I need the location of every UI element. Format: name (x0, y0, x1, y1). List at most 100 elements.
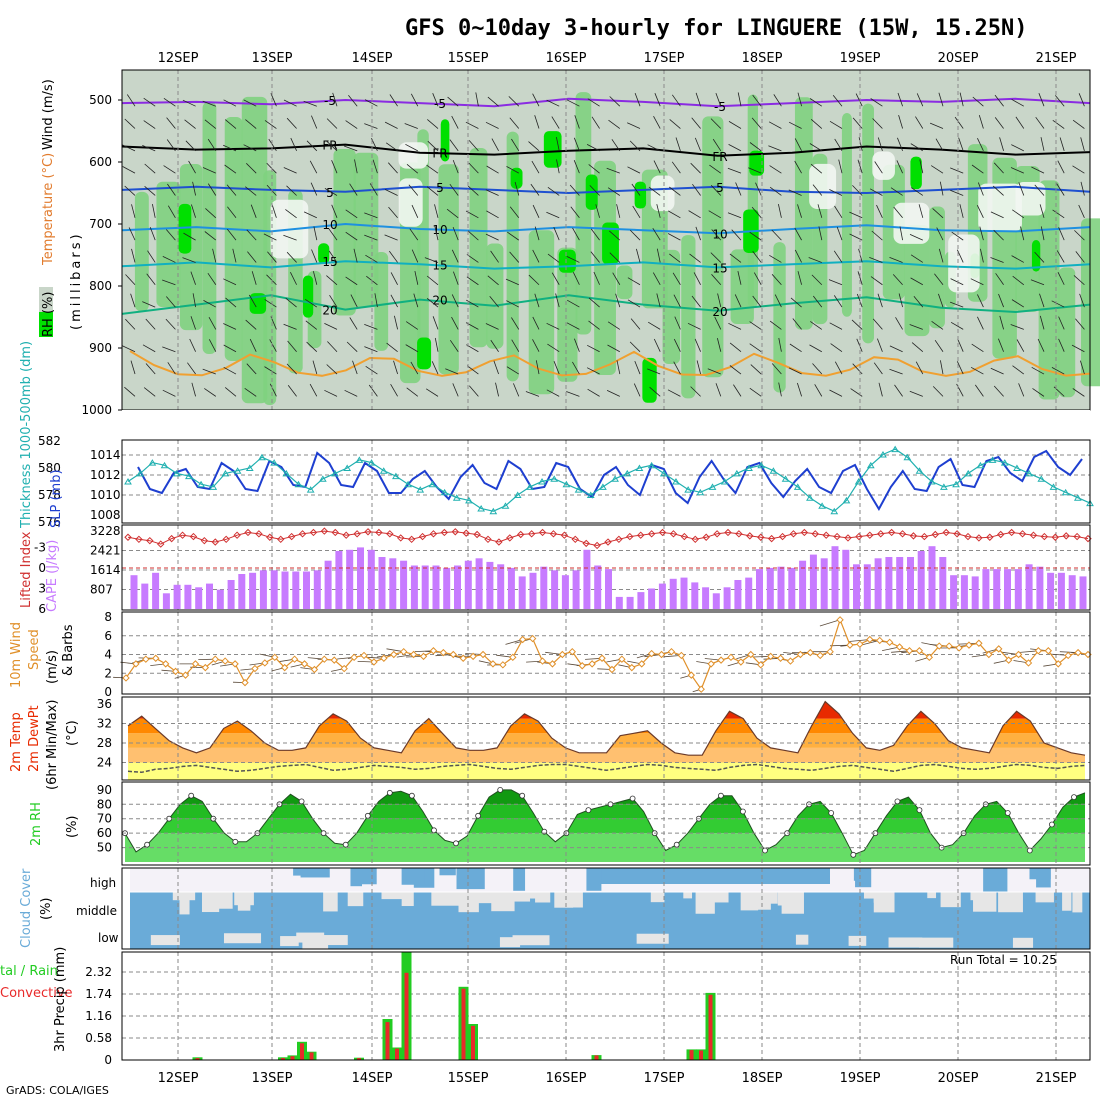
wind-barb (729, 365, 742, 375)
svg-text:2m DewPt: 2m DewPt (27, 705, 42, 772)
cloud-low-gap (636, 933, 669, 944)
precip-panel: 2.32 1.74 1.16 0.58 0 (85, 951, 1091, 1067)
wind-barb (432, 316, 439, 330)
cloud-gap (940, 892, 961, 908)
wind-barb (447, 96, 459, 107)
wind-barb (910, 277, 923, 286)
thickness-point (952, 480, 960, 488)
wind-barb (189, 338, 196, 352)
wind-barb (717, 338, 722, 352)
wind10-point (717, 656, 725, 664)
cloud-gap (431, 892, 459, 906)
wind-barb (243, 99, 257, 107)
wind-barb (934, 339, 944, 352)
wind-barb (910, 187, 924, 196)
cape-bar (939, 557, 947, 609)
wind-barb (874, 161, 883, 174)
li-point (484, 535, 492, 544)
wind-barb (572, 361, 580, 375)
bottom-date-label: 21SEP (1036, 1071, 1077, 1086)
wind-barb (207, 272, 217, 285)
li-point (517, 530, 525, 539)
cloud-low-gap (296, 932, 325, 943)
wind-barb (207, 138, 217, 152)
top-date-label: 17SEP (644, 51, 685, 66)
wind-barb (1040, 137, 1045, 151)
li-point (418, 532, 427, 541)
cape-bar (777, 566, 785, 609)
li-point (527, 530, 536, 538)
wind-barb (876, 204, 883, 218)
wind10-point (221, 657, 229, 665)
wind-barb (226, 184, 237, 196)
cloud-gap (683, 892, 693, 899)
rh-patch (374, 252, 389, 351)
thickness-point (489, 507, 498, 515)
slp-tick: 1014 (90, 448, 121, 462)
wind-barb (364, 99, 378, 107)
wind-barb (979, 226, 984, 241)
pressure-tick: 800 (89, 279, 112, 293)
slp-tick: 1008 (90, 508, 121, 522)
upper-air-panel: -5 -5 -5 FR FR FR 5 5 5 10 10 10 15 15 15 20 20 20 500 600… (81, 69, 1100, 440)
wind-barb (145, 318, 156, 330)
rh-moist-patch (417, 337, 432, 370)
wind-barb (324, 389, 338, 397)
wind-barb (1011, 299, 1025, 308)
wind-barb (729, 342, 742, 353)
svg-text:2m RH: 2m RH (29, 802, 44, 846)
wind-barb (530, 183, 540, 196)
wind-barb (350, 294, 358, 308)
wind-barb (977, 182, 984, 196)
wind10-point (370, 658, 378, 666)
cloud-gap (970, 892, 987, 901)
isotherm-label: FR (712, 150, 727, 164)
cloud-low-gap (499, 937, 521, 948)
chart-title: GFS 0~10day 3-hourly for LINGUERE (15W, … (405, 16, 1028, 41)
wind-barb (752, 295, 762, 308)
wind-barb (546, 99, 560, 107)
wind-barb (348, 95, 358, 107)
thickness-point (623, 469, 632, 477)
thickness-label: Thickness 1000-500mb (dm) (19, 341, 34, 529)
li-point (713, 530, 721, 538)
wind-barb (122, 166, 136, 174)
wind-barb (485, 189, 499, 196)
wind-barb (994, 94, 1004, 107)
li-point (898, 530, 907, 538)
li-point (680, 532, 689, 541)
thickness-point (684, 486, 693, 493)
isotherm-label: 10 (712, 227, 727, 241)
rh-point (1049, 821, 1055, 828)
wind10-point (895, 643, 904, 651)
wind-barb (183, 232, 196, 241)
wind-barb (606, 167, 620, 174)
precip-conv-bar (385, 1022, 390, 1060)
cape-bar (141, 583, 149, 609)
cape-bar (216, 589, 224, 609)
wind-barb (1011, 255, 1024, 263)
wind-barb (311, 115, 318, 129)
rh-moist-patch (634, 181, 647, 209)
wind-barb (978, 114, 984, 129)
wind10-point (995, 645, 1003, 653)
wind-barb (627, 277, 641, 286)
wind-barb (771, 274, 782, 286)
wind-barb (426, 297, 439, 308)
wind-barb (993, 162, 1004, 174)
wind-barb (829, 189, 843, 196)
thickness-point (197, 480, 205, 488)
thickness-point (562, 480, 571, 488)
cloud-low-gap (280, 936, 299, 947)
cloud-gap (179, 892, 190, 915)
isotherm-label: 20 (432, 294, 447, 308)
wind10-point (608, 665, 616, 674)
wind-barb (673, 294, 681, 308)
thickness-point (757, 461, 766, 469)
thickness-point (513, 491, 522, 498)
wind10-point (965, 641, 973, 649)
wind-barb (589, 185, 600, 196)
wind10-point (142, 655, 150, 663)
li-point (887, 528, 896, 537)
wind10-point (310, 665, 319, 674)
